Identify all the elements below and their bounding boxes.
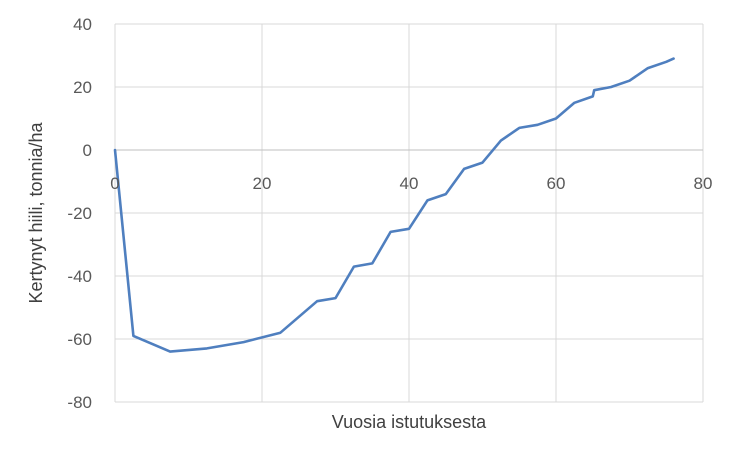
x-tick-label: 60: [547, 174, 566, 193]
x-tick-label: 80: [694, 174, 713, 193]
y-tick-label: -20: [67, 204, 92, 223]
grid-lines: [114, 23, 704, 403]
x-tick-label: 0: [110, 174, 119, 193]
x-tick-label: 20: [253, 174, 272, 193]
y-tick-label: -60: [67, 330, 92, 349]
series-line-1: [113, 57, 675, 353]
x-tick-label: 40: [400, 174, 419, 193]
series-layer: [113, 57, 675, 353]
x-axis-title: Vuosia istutuksesta: [332, 412, 487, 432]
tick-labels: 40 20 0 -20 -40 -60 -80 0 20 40 60 80: [67, 15, 712, 412]
y-axis-title: Kertynyt hiili, tonnia/ha: [26, 121, 46, 303]
y-tick-label: -40: [67, 267, 92, 286]
y-tick-label: 20: [73, 78, 92, 97]
y-tick-label: 40: [73, 15, 92, 34]
y-tick-label: 0: [83, 141, 92, 160]
y-tick-label: -80: [67, 393, 92, 412]
